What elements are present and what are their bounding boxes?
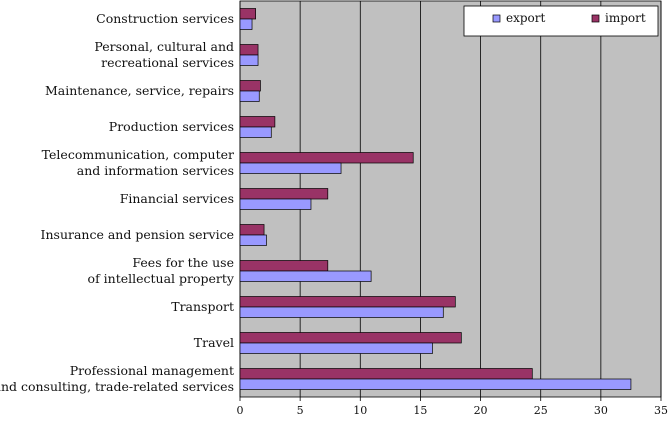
bar-export [239,234,267,246]
legend-label: import [605,11,646,25]
x-tick-label: 25 [534,404,548,417]
x-tick-label: 10 [353,404,367,417]
bar-export [239,162,342,174]
bar-import [239,188,329,200]
category-labels: Construction services Personal, cultural … [0,11,235,394]
bar-import [239,296,456,308]
category-label: Transport [171,299,234,314]
bar-import [239,368,533,380]
category-label: Maintenance, service, repairs [45,83,234,98]
x-axis: 0 5 10 15 20 25 30 35 [237,397,668,417]
bar-export [239,306,444,318]
category-label: Professional management and consulting, t… [0,363,234,394]
category-label: Telecommunication, computer and informati… [42,147,234,178]
bar-export [239,342,433,354]
bar-import [239,260,329,272]
bar-import [239,332,462,344]
bar-import [239,80,261,92]
bar-export [239,198,312,210]
x-tick-label: 35 [654,404,668,417]
category-label: Personal, cultural and recreational servi… [94,39,234,70]
x-tick-label: 5 [297,404,304,417]
legend-swatch [591,14,600,23]
bar-export [239,378,632,390]
legend: export import [463,5,659,37]
category-label: Fees for the use of intellectual property [88,255,235,286]
bars [239,8,632,390]
bar-export [239,270,372,282]
category-label: Financial services [120,191,234,206]
bar-export [239,90,260,102]
legend-label: export [506,11,546,25]
category-label: Travel [194,335,234,350]
bar-import [239,224,265,236]
bar-import [239,116,276,128]
bar-import [239,8,256,20]
x-tick-label: 20 [474,404,488,417]
bar-export [239,54,259,66]
x-tick-label: 30 [594,404,608,417]
x-tick-label: 0 [237,404,244,417]
legend-swatch [492,14,501,23]
x-tick-label: 15 [413,404,427,417]
category-label: Production services [109,119,234,134]
bar-import [239,152,414,164]
bar-export [239,18,253,30]
category-label: Insurance and pension service [41,227,234,242]
bar-import [239,44,259,56]
category-label: Construction services [96,11,234,26]
bar-export [239,126,272,138]
